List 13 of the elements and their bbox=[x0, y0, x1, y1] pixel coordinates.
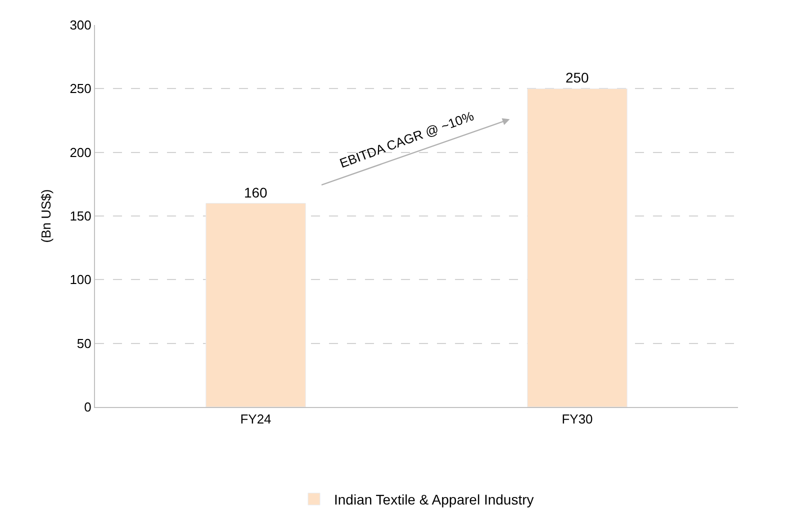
y-tick-label: 250 bbox=[70, 81, 92, 96]
y-tick-label: 300 bbox=[70, 18, 92, 33]
y-tick-label: 100 bbox=[70, 272, 92, 288]
y-tick-label: 50 bbox=[76, 336, 92, 351]
x-tick-label: FY30 bbox=[562, 412, 593, 427]
y-tick-label: 150 bbox=[70, 208, 92, 224]
y-tick-label: 0 bbox=[84, 400, 92, 415]
x-tick-label: FY24 bbox=[240, 412, 272, 427]
data-label: 160 bbox=[244, 184, 268, 200]
y-axis-title: (Bn US$) bbox=[38, 189, 54, 243]
y-tick-label: 200 bbox=[70, 144, 92, 160]
data-label: 250 bbox=[565, 70, 590, 86]
legend-label: Indian Textile & Apparel Industry bbox=[334, 491, 534, 508]
